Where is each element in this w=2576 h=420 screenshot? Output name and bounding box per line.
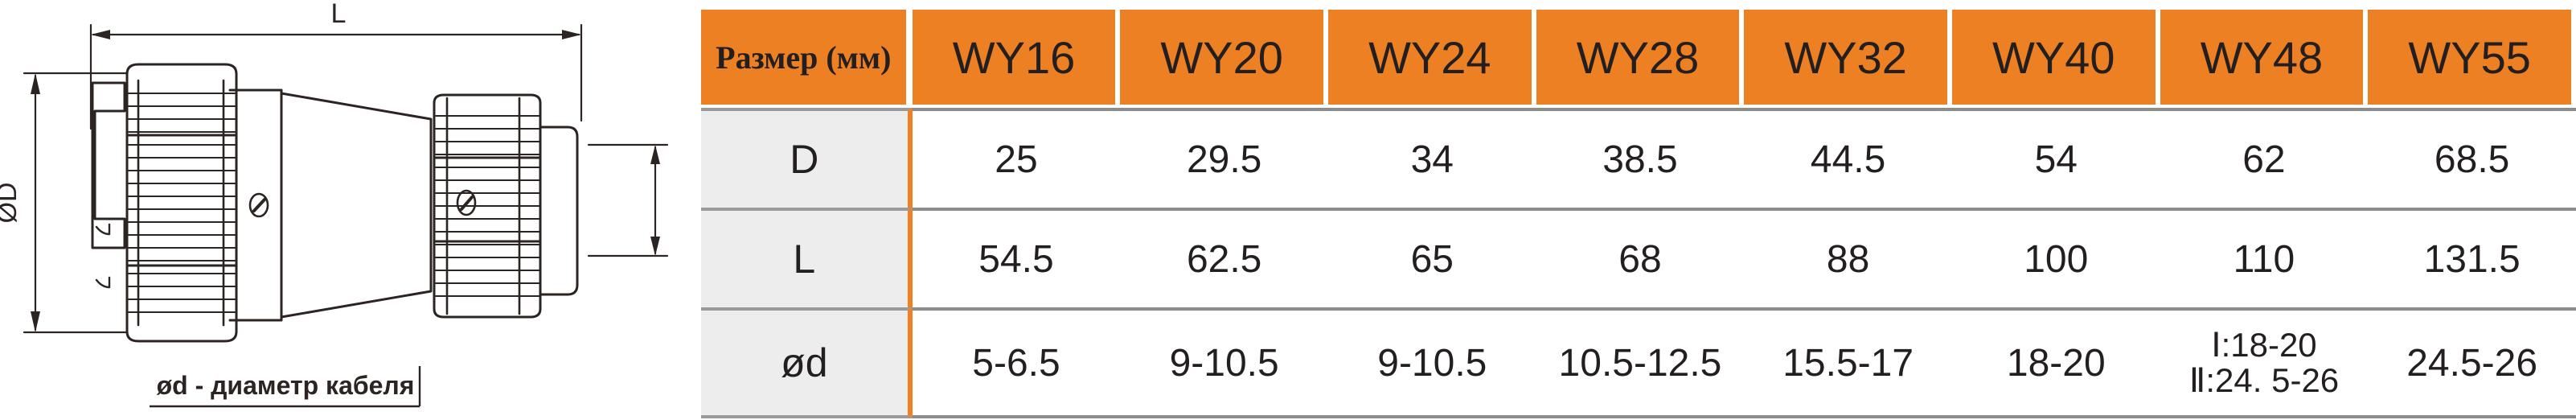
header-cell-wy24: WY24 xyxy=(1327,6,1536,108)
table-row: D 25 29.5 34 38.5 44.5 54 62 68.5 xyxy=(701,108,2576,208)
cell-d-wy16: 25 xyxy=(912,108,1121,208)
header-label-wy55: WY55 xyxy=(2408,31,2531,83)
header-cell-wy32: WY32 xyxy=(1744,6,1952,108)
cell-d-wy55: 68.5 xyxy=(2368,108,2576,208)
cell-l-wy24: 65 xyxy=(1327,208,1536,307)
drawing-caption: ød - диаметр кабеля xyxy=(157,371,415,400)
cell-d-wy40: 54 xyxy=(1951,108,2160,208)
header-label-wy24: WY24 xyxy=(1368,31,1491,83)
header-cell-wy55: WY55 xyxy=(2368,6,2576,108)
header-label-size: Размер (мм) xyxy=(716,39,892,76)
cell-d-wy20: 29.5 xyxy=(1120,108,1328,208)
row-label-d: D xyxy=(701,108,913,208)
table-row: L 54.5 62.5 65 68 88 100 110 131.5 xyxy=(701,208,2576,307)
dimension-line-diameter-d xyxy=(23,72,129,334)
cell-d-wy48: 62 xyxy=(2160,108,2369,208)
cell-d-wy32: 44.5 xyxy=(1744,108,1952,208)
cell-od-wy55: 24.5-26 xyxy=(2368,307,2576,418)
cell-od-wy32: 15.5-17 xyxy=(1744,307,1952,418)
cell-l-wy32: 88 xyxy=(1744,208,1952,307)
cell-od-wy48-line-2: Ⅱ:24. 5-26 xyxy=(2188,361,2340,399)
spec-table-pane: Размер (мм) WY16 WY20 xyxy=(701,0,2576,420)
table-row: ød 5-6.5 9-10.5 9-10.5 10.5-12.5 15.5-17… xyxy=(701,307,2576,418)
cell-l-wy48: 110 xyxy=(2160,208,2369,307)
dimension-label-length: L xyxy=(331,0,347,29)
dimension-line-cable-diameter xyxy=(587,143,669,257)
header-label-wy48: WY48 xyxy=(2200,31,2324,83)
connector-drawing: L ØD ød - диаметр кабеля xyxy=(0,0,701,420)
cell-l-wy28: 68 xyxy=(1536,208,1745,307)
cell-od-wy20: 9-10.5 xyxy=(1120,307,1328,418)
screw-detail-right xyxy=(456,189,477,216)
header-cell-wy16: WY16 xyxy=(912,6,1121,108)
table-header-row: Размер (мм) WY16 WY20 xyxy=(701,6,2576,108)
knurl-right xyxy=(434,97,542,315)
header-cell-wy20: WY20 xyxy=(1120,6,1328,108)
connector-drawing-svg: L ØD ød - диаметр кабеля xyxy=(0,0,669,408)
cell-od-wy48: Ⅰ:18-20 Ⅱ:24. 5-26 xyxy=(2160,307,2369,418)
connector-body-outline xyxy=(91,63,579,343)
header-cell-wy48: WY48 xyxy=(2160,6,2369,108)
cell-od-wy28: 10.5-12.5 xyxy=(1536,307,1745,418)
screw-detail-left xyxy=(248,192,269,218)
dimension-label-diameter: ØD xyxy=(0,183,23,224)
cell-d-wy28: 38.5 xyxy=(1536,108,1745,208)
row-label-l: L xyxy=(701,208,913,307)
caption-underline xyxy=(150,366,421,408)
header-label-wy40: WY40 xyxy=(1992,31,2115,83)
header-cell-size: Размер (мм) xyxy=(701,6,913,108)
spec-table: Размер (мм) WY16 WY20 xyxy=(701,6,2576,418)
cell-l-wy16: 54.5 xyxy=(912,208,1121,307)
header-label-wy16: WY16 xyxy=(952,31,1076,83)
cell-od-wy40: 18-20 xyxy=(1951,307,2160,418)
flange-latch-detail xyxy=(95,223,111,289)
row-label-od: ød xyxy=(701,307,913,418)
cell-od-wy48-line-1: Ⅰ:18-20 xyxy=(2211,326,2317,364)
header-cell-wy28: WY28 xyxy=(1536,6,1745,108)
header-label-wy28: WY28 xyxy=(1576,31,1700,83)
cell-d-wy24: 34 xyxy=(1327,108,1536,208)
cell-l-wy55: 131.5 xyxy=(2368,208,2576,307)
cell-od-wy24: 9-10.5 xyxy=(1327,307,1536,418)
knurl-left xyxy=(127,79,236,327)
cell-l-wy40: 100 xyxy=(1951,208,2160,307)
cell-l-wy20: 62.5 xyxy=(1120,208,1328,307)
cell-od-wy16: 5-6.5 xyxy=(912,307,1121,418)
dimension-line-length xyxy=(89,23,583,130)
header-label-wy32: WY32 xyxy=(1784,31,1907,83)
header-label-wy20: WY20 xyxy=(1160,31,1283,83)
header-cell-wy40: WY40 xyxy=(1951,6,2160,108)
